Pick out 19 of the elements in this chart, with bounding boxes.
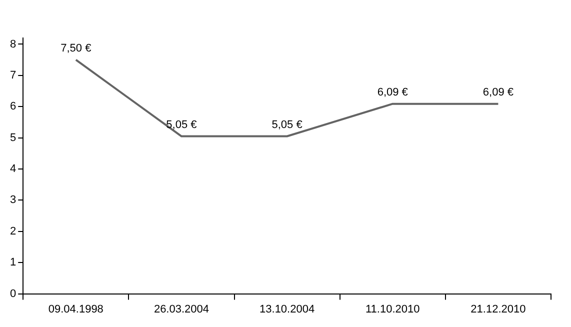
y-tick-label: 7 — [10, 69, 16, 82]
data-label: 6,09 € — [482, 86, 514, 98]
x-tick-label: 26.03.2004 — [154, 303, 210, 316]
data-label: 7,50 € — [60, 42, 92, 54]
y-tick-label: 0 — [10, 288, 16, 300]
y-tick-label: 2 — [10, 225, 16, 238]
x-tick-label: 21.12.2010 — [470, 303, 526, 316]
data-label: 5,05 € — [166, 118, 197, 131]
y-tick-label: 4 — [10, 163, 16, 176]
x-tick-label: 11.10.2010 — [366, 303, 420, 316]
y-tick-label: 6 — [10, 100, 16, 113]
data-label: 6,09 € — [377, 86, 408, 98]
y-tick-label: 1 — [10, 256, 16, 269]
data-label: 5,05 € — [272, 118, 302, 131]
y-tick-label: 3 — [10, 194, 16, 206]
y-tick-label: 5 — [10, 132, 16, 144]
y-tick-label: 8 — [10, 38, 16, 50]
x-tick-label: 13.10.2004 — [260, 303, 315, 316]
x-tick-label: 09.04.1998 — [48, 303, 104, 316]
